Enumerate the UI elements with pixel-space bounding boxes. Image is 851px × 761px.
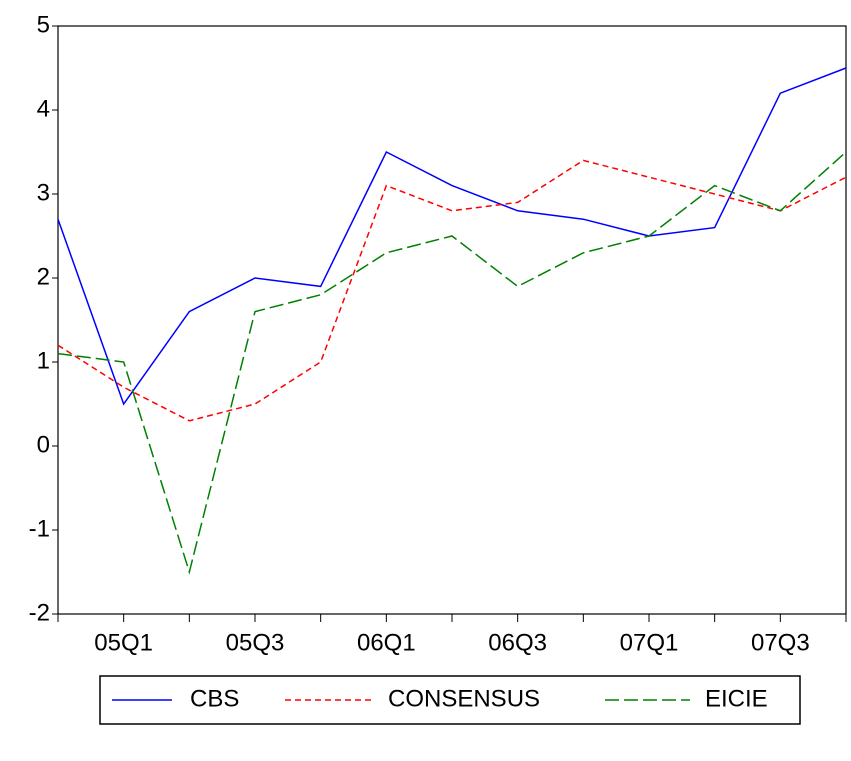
y-tick-label: -1 bbox=[29, 515, 50, 542]
x-tick-label: 07Q1 bbox=[620, 629, 679, 656]
y-tick-label: 4 bbox=[37, 95, 50, 122]
x-tick-label: 05Q3 bbox=[226, 629, 285, 656]
y-tick-label: 2 bbox=[37, 263, 50, 290]
y-tick-label: 0 bbox=[37, 431, 50, 458]
legend-label: CBS bbox=[190, 685, 239, 712]
x-tick-label: 06Q3 bbox=[488, 629, 547, 656]
legend-label: EICIE bbox=[705, 685, 768, 712]
series-line bbox=[57, 67, 847, 406]
series-line bbox=[57, 151, 847, 575]
y-tick-label: 1 bbox=[37, 347, 50, 374]
legend-label: CONSENSUS bbox=[388, 685, 540, 712]
x-tick-label: 06Q1 bbox=[357, 629, 416, 656]
y-tick-label: -2 bbox=[29, 599, 50, 626]
y-tick-label: 3 bbox=[37, 179, 50, 206]
y-tick-label: 5 bbox=[37, 11, 50, 38]
plot-frame bbox=[57, 25, 847, 615]
x-tick-label: 07Q3 bbox=[751, 629, 810, 656]
series-line bbox=[57, 159, 847, 422]
x-tick-label: 05Q1 bbox=[94, 629, 153, 656]
